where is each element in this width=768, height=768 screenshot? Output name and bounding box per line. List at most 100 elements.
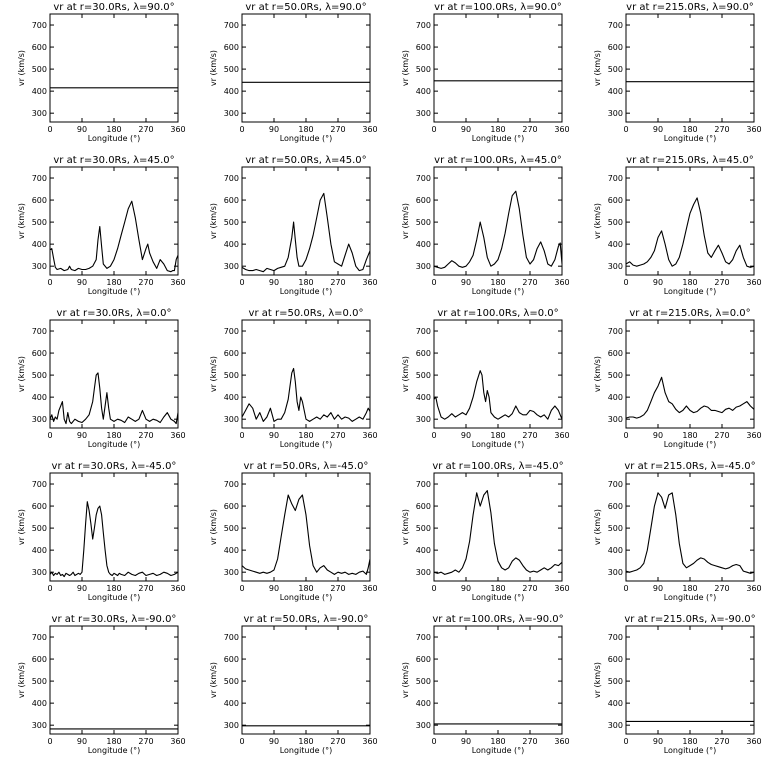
velocity-series-line [241,192,371,273]
y-tick-label: 600 [224,196,239,205]
y-axis-label: vr (km/s) [17,662,26,698]
x-tick-label: 90 [461,125,471,134]
x-axis-label: Longitude (°) [664,287,717,296]
x-tick-label: 360 [170,431,185,440]
y-tick-label: 400 [32,546,47,555]
y-tick-label: 700 [224,327,239,336]
x-tick-label: 180 [298,737,313,746]
y-tick-label: 300 [32,568,47,577]
x-axis-label: Longitude (°) [88,440,141,449]
x-axis-label: Longitude (°) [88,593,141,602]
y-tick-label: 500 [608,524,623,533]
y-tick-label: 500 [224,524,239,533]
y-tick-label: 500 [608,371,623,380]
panel-title: vr at r=50.0Rs, λ=90.0° [245,2,366,13]
x-tick-label: 90 [77,737,87,746]
x-axis-label: Longitude (°) [472,134,525,143]
y-tick-label: 700 [608,174,623,183]
y-tick-label: 300 [224,568,239,577]
x-tick-label: 360 [170,278,185,287]
y-tick-label: 500 [32,677,47,686]
x-tick-label: 0 [431,278,436,287]
y-tick-label: 600 [224,349,239,358]
x-tick-label: 90 [653,584,663,593]
y-tick-label: 700 [224,633,239,642]
x-tick-label: 270 [714,584,729,593]
x-tick-label: 360 [554,431,569,440]
y-tick-label: 600 [32,502,47,511]
x-tick-label: 270 [714,278,729,287]
x-axis-label: Longitude (°) [280,287,333,296]
x-tick-label: 360 [362,737,377,746]
panel-title: vr at r=215.0Rs, λ=-45.0° [624,461,755,472]
x-tick-label: 270 [138,737,153,746]
y-axis-label: vr (km/s) [593,662,602,698]
y-tick-label: 400 [32,87,47,96]
velocity-series-line [49,372,179,425]
y-axis-label: vr (km/s) [593,50,602,86]
x-tick-label: 360 [746,737,761,746]
y-tick-label: 700 [416,21,431,30]
y-tick-label: 300 [608,721,623,730]
y-tick-label: 400 [32,240,47,249]
x-tick-label: 180 [298,278,313,287]
x-tick-label: 270 [138,584,153,593]
x-tick-label: 180 [106,737,121,746]
plot-frame [433,319,563,429]
x-tick-label: 270 [522,584,537,593]
y-tick-label: 400 [608,546,623,555]
panel-4-0: vr at r=30.0Rs, λ=-90.0° 300 400 500 600 700 0… [17,614,186,755]
y-tick-label: 300 [224,721,239,730]
y-tick-label: 700 [608,633,623,642]
plot-frame [241,13,371,123]
panel-1-3: vr at r=215.0Rs, λ=45.0° 300 400 500 600 700 0… [593,155,762,296]
x-tick-label: 0 [623,584,628,593]
y-tick-label: 300 [608,415,623,424]
x-tick-label: 180 [682,278,697,287]
x-tick-label: 360 [170,125,185,134]
x-tick-label: 90 [77,431,87,440]
x-tick-label: 180 [490,278,505,287]
x-tick-label: 90 [653,278,663,287]
x-tick-label: 180 [490,737,505,746]
panel-title: vr at r=30.0Rs, λ=45.0° [53,155,174,166]
y-tick-label: 600 [608,502,623,511]
x-tick-label: 180 [106,125,121,134]
velocity-series-line [433,190,563,269]
x-tick-label: 360 [362,584,377,593]
plot-frame [625,625,755,735]
y-tick-label: 600 [224,43,239,52]
y-tick-label: 500 [416,524,431,533]
x-tick-label: 270 [138,125,153,134]
y-tick-label: 500 [32,371,47,380]
y-tick-label: 500 [32,218,47,227]
y-tick-label: 300 [32,415,47,424]
y-axis-label: vr (km/s) [209,203,218,239]
y-tick-label: 700 [32,480,47,489]
y-axis-label: vr (km/s) [17,203,26,239]
y-axis-label: vr (km/s) [209,50,218,86]
panel-title: vr at r=30.0Rs, λ=-45.0° [52,461,177,472]
y-tick-label: 700 [32,633,47,642]
y-tick-label: 500 [608,677,623,686]
y-tick-label: 600 [224,655,239,664]
x-tick-label: 90 [269,278,279,287]
plot-frame [625,13,755,123]
y-tick-label: 600 [416,502,431,511]
y-tick-label: 700 [32,174,47,183]
panel-title: vr at r=100.0Rs, λ=45.0° [434,155,562,166]
x-tick-label: 0 [431,584,436,593]
x-tick-label: 360 [362,125,377,134]
panel-title: vr at r=215.0Rs, λ=-90.0° [624,614,755,625]
panel-2-1: vr at r=50.0Rs, λ=0.0° 300 400 500 600 700 0 90… [209,308,378,449]
y-tick-label: 400 [416,699,431,708]
y-axis-label: vr (km/s) [593,203,602,239]
x-tick-label: 90 [269,431,279,440]
y-axis-label: vr (km/s) [17,509,26,545]
y-tick-label: 400 [224,87,239,96]
y-tick-label: 500 [416,65,431,74]
y-tick-label: 700 [608,327,623,336]
y-tick-label: 500 [608,218,623,227]
panel-2-2: vr at r=100.0Rs, λ=0.0° 300 400 500 600 700 0 9… [401,308,570,449]
